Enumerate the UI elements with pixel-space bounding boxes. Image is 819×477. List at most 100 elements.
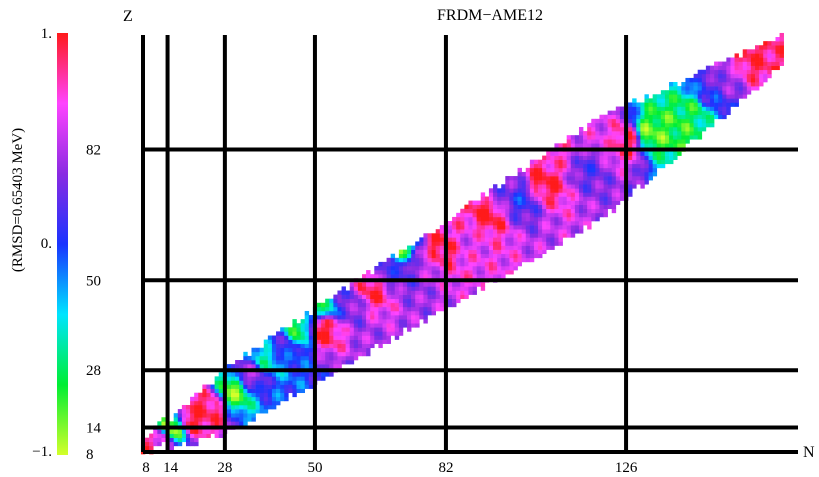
nucleus-cell	[304, 331, 310, 336]
nucleus-cell	[726, 94, 731, 99]
nucleus-cell	[611, 126, 617, 132]
nucleus-cell	[681, 114, 686, 120]
nucleus-cell	[533, 208, 539, 214]
nucleus-cell	[407, 290, 412, 295]
nucleus-cell	[284, 372, 289, 377]
nucleus-cell	[476, 265, 482, 271]
nucleus-cell	[439, 306, 445, 312]
nucleus-cell	[398, 261, 404, 267]
nucleus-cell	[640, 155, 645, 160]
nucleus-cell	[726, 61, 731, 66]
nucleus-cell	[370, 302, 375, 308]
nucleus-cell	[386, 261, 391, 267]
nucleus-cell	[480, 208, 486, 214]
nucleus-cell	[570, 176, 576, 181]
nucleus-cell	[235, 388, 240, 394]
nucleus-cell	[362, 286, 367, 291]
nucleus-cell	[497, 253, 502, 259]
nucleus-cell	[615, 167, 621, 173]
nucleus-cell	[321, 323, 326, 328]
nucleus-cell	[468, 261, 473, 267]
nucleus-cell	[325, 327, 330, 332]
colorbar: 1. 0. −1. (RMSD=0.65403 MeV)	[10, 26, 68, 460]
nucleus-cell	[619, 163, 625, 169]
nucleus-cell	[759, 69, 764, 75]
nucleus-cell	[583, 151, 588, 156]
nucleus-cell	[771, 61, 776, 66]
nucleus-cell	[308, 360, 314, 365]
nucleus-cell	[501, 192, 506, 197]
nucleus-cell	[464, 294, 469, 299]
nucleus-cell	[652, 94, 658, 99]
nucleus-cell	[362, 319, 367, 324]
nucleus-cell	[263, 347, 269, 353]
nucleus-cell	[632, 102, 637, 107]
nucleus-cell	[501, 270, 506, 275]
nucleus-cell	[460, 274, 465, 279]
nucleus-cell	[464, 208, 469, 214]
nucleus-cell	[456, 253, 461, 259]
nucleus-cell	[263, 339, 269, 344]
nucleus-cell	[210, 384, 215, 389]
nucleus-cell	[660, 94, 666, 99]
nucleus-cell	[407, 327, 412, 332]
nucleus-cell	[419, 237, 424, 242]
nucleus-cell	[382, 306, 387, 312]
nucleus-cell	[619, 143, 625, 148]
nucleus-cell	[709, 65, 715, 71]
nucleus-cell	[562, 155, 567, 160]
nucleus-cell	[517, 204, 522, 210]
nucleus-cell	[775, 57, 780, 62]
nucleus-cell	[431, 249, 436, 255]
nucleus-cell	[738, 61, 744, 66]
nucleus-cell	[464, 274, 469, 279]
nucleus-cell	[570, 171, 576, 177]
nucleus-cell	[247, 404, 252, 410]
nucleus-cell	[554, 155, 559, 160]
nucleus-cell	[562, 159, 567, 165]
nucleus-cell	[341, 319, 346, 324]
nucleus-cell	[280, 364, 285, 369]
nucleus-cell	[292, 388, 297, 394]
nucleus-cell	[533, 249, 539, 255]
nucleus-cell	[329, 351, 334, 357]
nucleus-cell	[521, 221, 527, 226]
nucleus-cell	[578, 200, 584, 205]
nucleus-cell	[705, 110, 711, 116]
nucleus-cell	[509, 212, 514, 218]
nucleus-cell	[484, 212, 490, 218]
nucleus-cell	[480, 225, 486, 230]
nucleus-cell	[493, 196, 498, 201]
nucleus-cell	[288, 384, 293, 389]
nucleus-cell	[185, 441, 191, 447]
nucleus-cell	[685, 114, 690, 120]
nucleus-cell	[423, 274, 428, 279]
nucleus-cell	[509, 192, 514, 197]
nucleus-cell	[607, 159, 613, 165]
nucleus-cell	[578, 155, 584, 160]
nucleus-cell	[513, 192, 518, 197]
nucleus-cell	[333, 302, 338, 308]
nucleus-cell	[669, 98, 674, 103]
nucleus-cell	[591, 171, 596, 177]
nucleus-cell	[366, 270, 371, 275]
nucleus-cell	[349, 347, 355, 353]
nucleus-cell	[538, 184, 543, 189]
nucleus-cell	[190, 441, 195, 447]
nucleus-cell	[284, 384, 289, 389]
nucleus-cell	[276, 360, 281, 365]
nucleus-cell	[263, 380, 269, 385]
nucleus-cell	[640, 151, 645, 156]
nucleus-cell	[677, 106, 682, 111]
nucleus-cell	[288, 360, 293, 365]
nucleus-cell	[599, 180, 604, 185]
nucleus-cell	[190, 417, 195, 422]
nucleus-cell	[505, 176, 510, 181]
nucleus-cell	[464, 290, 469, 295]
nucleus-cell	[210, 413, 215, 418]
nucleus-cell	[341, 335, 346, 340]
nucleus-cell	[325, 323, 330, 328]
nucleus-cell	[214, 413, 220, 418]
nucleus-cell	[746, 77, 752, 83]
nucleus-cell	[636, 131, 641, 136]
